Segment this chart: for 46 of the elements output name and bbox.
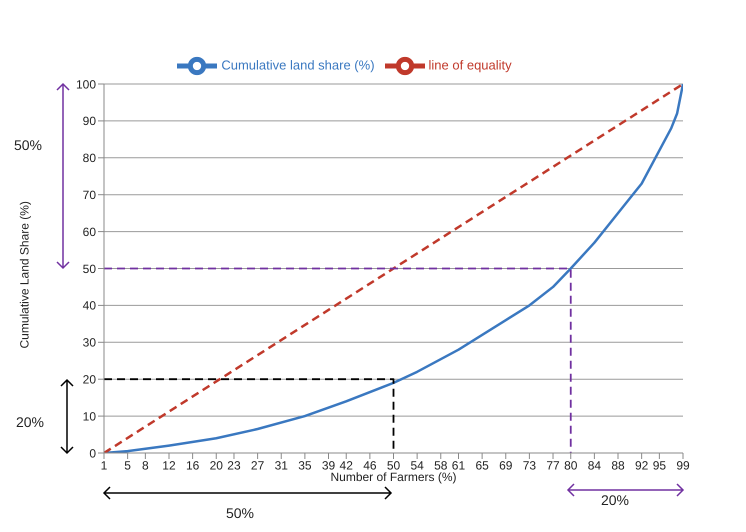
x-tick-label: 35 [298,458,312,473]
y-tick-label: 40 [82,298,96,313]
x-tick-label: 42 [340,458,354,473]
y-tick-label: 50 [82,262,96,276]
x-tick-label: 1 [100,458,108,473]
x-tick-label: 5 [124,458,132,473]
x-tick-label: 69 [499,458,513,473]
x-tick-label: 77 [546,458,560,473]
x-tick-label: 99 [676,458,690,473]
x-tick-label: 31 [274,458,288,473]
x-tick-label: 50 [386,458,400,473]
x-tick-label: 65 [475,458,490,473]
y-tick-label: 10 [82,409,96,424]
y-tick-label: 90 [82,114,96,128]
text: 50% [226,505,254,521]
x-tick-label: 20 [210,458,224,473]
x-tick-label: 16 [186,458,200,473]
x-tick-label: 95 [652,458,666,473]
x-tick-label: 84 [588,458,602,473]
x-tick-label: 80 [564,458,578,473]
x-tick-label: 58 [434,458,448,473]
x-tick-label: 92 [634,458,649,473]
text: 50% [14,137,42,153]
x-tick-label: 46 [363,458,377,473]
x-tick-label: 23 [227,458,241,473]
text: 20% [16,414,44,430]
x-tick-label: 12 [162,458,176,473]
y-tick-label: 20 [82,372,96,386]
x-tick-label: 39 [322,458,336,473]
x-tick-label: 8 [142,458,150,473]
legend-label: line of equality [428,57,512,72]
text: 20% [600,492,630,508]
x-tick-label: 27 [250,458,265,473]
y-tick-label: 30 [82,336,96,350]
x-axis-title: Number of Farmers (%) [330,470,457,484]
legend-label: Cumulative land share (%) [221,57,375,72]
y-axis-title: Cumulative Land Share (%) [17,201,32,348]
y-tick-label: 60 [82,224,96,239]
x-tick-label: 61 [452,458,466,473]
y-tick-label: 0 [89,446,96,460]
y-tick-label: 70 [82,188,96,202]
y-tick-label: 80 [82,151,96,166]
x-tick-label: 54 [410,458,424,473]
y-tick-label: 100 [76,77,96,92]
x-tick-label: 73 [522,458,536,473]
x-tick-label: 88 [611,458,626,473]
